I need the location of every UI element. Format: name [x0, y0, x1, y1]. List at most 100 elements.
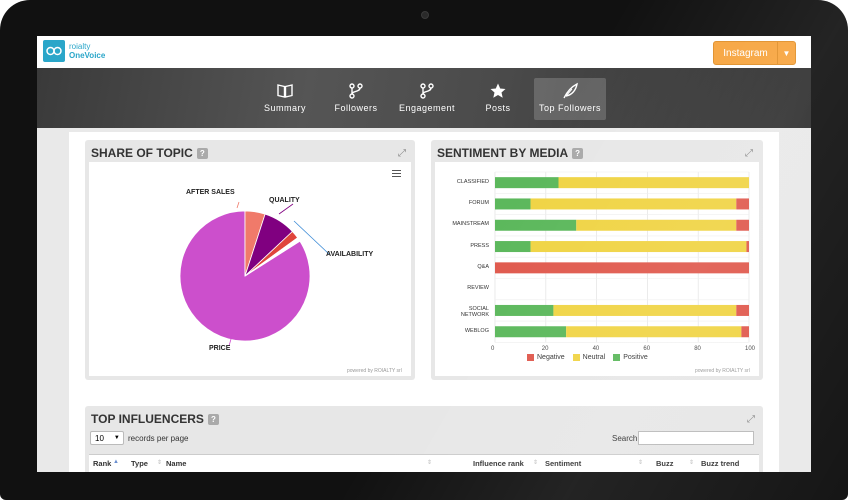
x-tick-label: 100: [745, 346, 756, 353]
column-name[interactable]: Name: [166, 459, 187, 468]
book-icon: [277, 84, 293, 98]
legend-swatch-negative: [527, 354, 534, 361]
channel-dropdown[interactable]: Instagram ▼: [713, 41, 796, 65]
sentiment-by-media-panel: SENTIMENT BY MEDIA ? ⤢ CLASSIFIED FORUM MA…: [431, 140, 763, 380]
legend-positive[interactable]: Positive: [623, 354, 648, 361]
nav-followers[interactable]: Followers: [321, 78, 391, 120]
sentiment-by-media-title: SENTIMENT BY MEDIA: [437, 146, 569, 160]
panel-title: SENTIMENT BY MEDIA ?: [437, 146, 584, 160]
pie-chart-area: AFTER SALES QUALITY AVAILABILITY PRICE p…: [89, 162, 411, 376]
share-of-topic-title: SHARE OF TOPIC: [91, 146, 193, 160]
x-tick-label: 20: [541, 346, 549, 353]
bar-segment-negative[interactable]: [746, 241, 749, 253]
column-buzz[interactable]: Buzz: [656, 459, 674, 468]
sort-icon[interactable]: ⇕: [427, 460, 433, 466]
pie-label-price: PRICE: [209, 345, 231, 352]
nav-label: Engagement: [398, 103, 456, 113]
nav-label: Top Followers: [538, 103, 602, 113]
pie-label-after-sales: AFTER SALES: [186, 189, 235, 196]
bar-segment-positive[interactable]: [495, 241, 531, 253]
bar-segment-positive[interactable]: [495, 326, 567, 338]
bar-category-label: WEBLOG: [464, 327, 489, 334]
bar-segment-neutral[interactable]: [566, 326, 742, 338]
page-size-value: 10: [95, 433, 104, 443]
pie-leader-line: [228, 331, 234, 347]
sort-icon[interactable]: ⇕: [689, 460, 695, 466]
expand-icon[interactable]: ⤢: [747, 414, 755, 425]
bar-segment-negative[interactable]: [736, 219, 749, 231]
bar-segment-neutral[interactable]: [576, 219, 737, 231]
powered-by-text: powered by ROIALTY srl: [347, 368, 402, 374]
nav-summary[interactable]: Summary: [250, 78, 320, 120]
chevron-down-icon[interactable]: ▼: [782, 48, 791, 58]
feather-icon: [563, 82, 578, 99]
legend-swatch-neutral: [572, 354, 580, 361]
bar-category-label: FORUM: [468, 199, 489, 206]
chart-menu-icon[interactable]: [392, 170, 401, 179]
legend-swatch-positive: [613, 354, 621, 361]
powered-by-text: powered by ROIALTY srl: [695, 368, 750, 374]
bar-category-label: PRESS: [470, 242, 489, 249]
bar-segment-negative[interactable]: [741, 326, 749, 338]
bar-segment-positive[interactable]: [495, 219, 577, 231]
bar-chart: [494, 171, 750, 343]
records-per-page-label: records per page: [128, 434, 189, 443]
expand-icon[interactable]: ⤢: [398, 148, 406, 159]
nav-engagement[interactable]: Engagement: [392, 78, 462, 120]
column-buzz-trend[interactable]: Buzz trend: [701, 459, 740, 468]
sort-icon[interactable]: ⇕: [533, 460, 539, 466]
panel-title: SHARE OF TOPIC ?: [91, 146, 208, 160]
help-icon[interactable]: ?: [572, 147, 584, 159]
bar-category-label: REVIEW: [467, 285, 489, 292]
column-influence-rank[interactable]: Influence rank: [473, 459, 524, 468]
pie-slice[interactable]: [244, 237, 301, 277]
bar-segment-positive[interactable]: [495, 304, 554, 316]
pie-leader-line: [278, 203, 294, 215]
column-type[interactable]: Type: [131, 459, 148, 468]
webcam: [421, 11, 429, 19]
sort-icon[interactable]: ⇕: [157, 460, 163, 466]
content-area: SHARE OF TOPIC ? ⤢ AFTER SALES QUALITY A…: [69, 132, 779, 472]
pie-chart: [179, 201, 330, 347]
legend-neutral[interactable]: Neutral: [582, 354, 606, 361]
x-tick-label: 40: [592, 346, 600, 353]
app-logo[interactable]: roialty OneVoice: [43, 40, 105, 62]
bar-segment-neutral[interactable]: [530, 241, 747, 253]
bar-segment-neutral[interactable]: [530, 198, 737, 210]
sort-icon[interactable]: ⇕: [638, 460, 644, 466]
search-input[interactable]: [638, 431, 754, 445]
sort-asc-icon[interactable]: ▲: [113, 459, 119, 465]
legend-negative[interactable]: Negative: [537, 354, 565, 361]
help-icon[interactable]: ?: [196, 147, 208, 159]
nav-label: Followers: [334, 103, 378, 113]
expand-icon[interactable]: ⤢: [745, 148, 753, 159]
bar-segment-negative[interactable]: [736, 198, 749, 210]
bar-category-label: MAINSTREAM: [452, 221, 489, 228]
top-influencers-title: TOP INFLUENCERS: [91, 412, 204, 426]
bar-segment-negative[interactable]: [495, 262, 749, 274]
logo-text-bottom: OneVoice: [69, 51, 106, 60]
bar-segment-neutral[interactable]: [553, 304, 737, 316]
bar-segment-positive[interactable]: [495, 177, 559, 189]
nav-label: Posts: [485, 103, 511, 113]
column-rank[interactable]: Rank: [93, 459, 112, 468]
bar-category-label: CLASSIFIED: [456, 178, 489, 185]
pie-leader-line: [293, 220, 330, 255]
page-size-select[interactable]: 10 ▼: [90, 431, 124, 445]
top-bar: roialty OneVoice Instagram ▼: [37, 36, 811, 69]
nav-posts[interactable]: Posts: [463, 78, 533, 120]
bar-segment-positive[interactable]: [495, 198, 531, 210]
column-sentiment[interactable]: Sentiment: [545, 459, 582, 468]
nav-top-followers[interactable]: Top Followers: [534, 78, 606, 120]
chart-legend: Negative Neutral Positive: [519, 354, 648, 361]
bar-segment-neutral[interactable]: [558, 177, 750, 189]
table-header: Rank ▲ Type ⇕ Name ⇕ Influence rank ⇕ Se…: [89, 454, 759, 472]
nav-label: Summary: [263, 103, 306, 113]
channel-button[interactable]: Instagram: [714, 42, 778, 64]
x-tick-label: 60: [643, 346, 651, 353]
star-icon: [490, 83, 506, 98]
help-icon[interactable]: ?: [207, 413, 219, 425]
bar-segment-negative[interactable]: [736, 304, 749, 316]
chevron-down-icon: ▼: [113, 435, 120, 441]
logo-text-top: roialty: [69, 42, 91, 51]
